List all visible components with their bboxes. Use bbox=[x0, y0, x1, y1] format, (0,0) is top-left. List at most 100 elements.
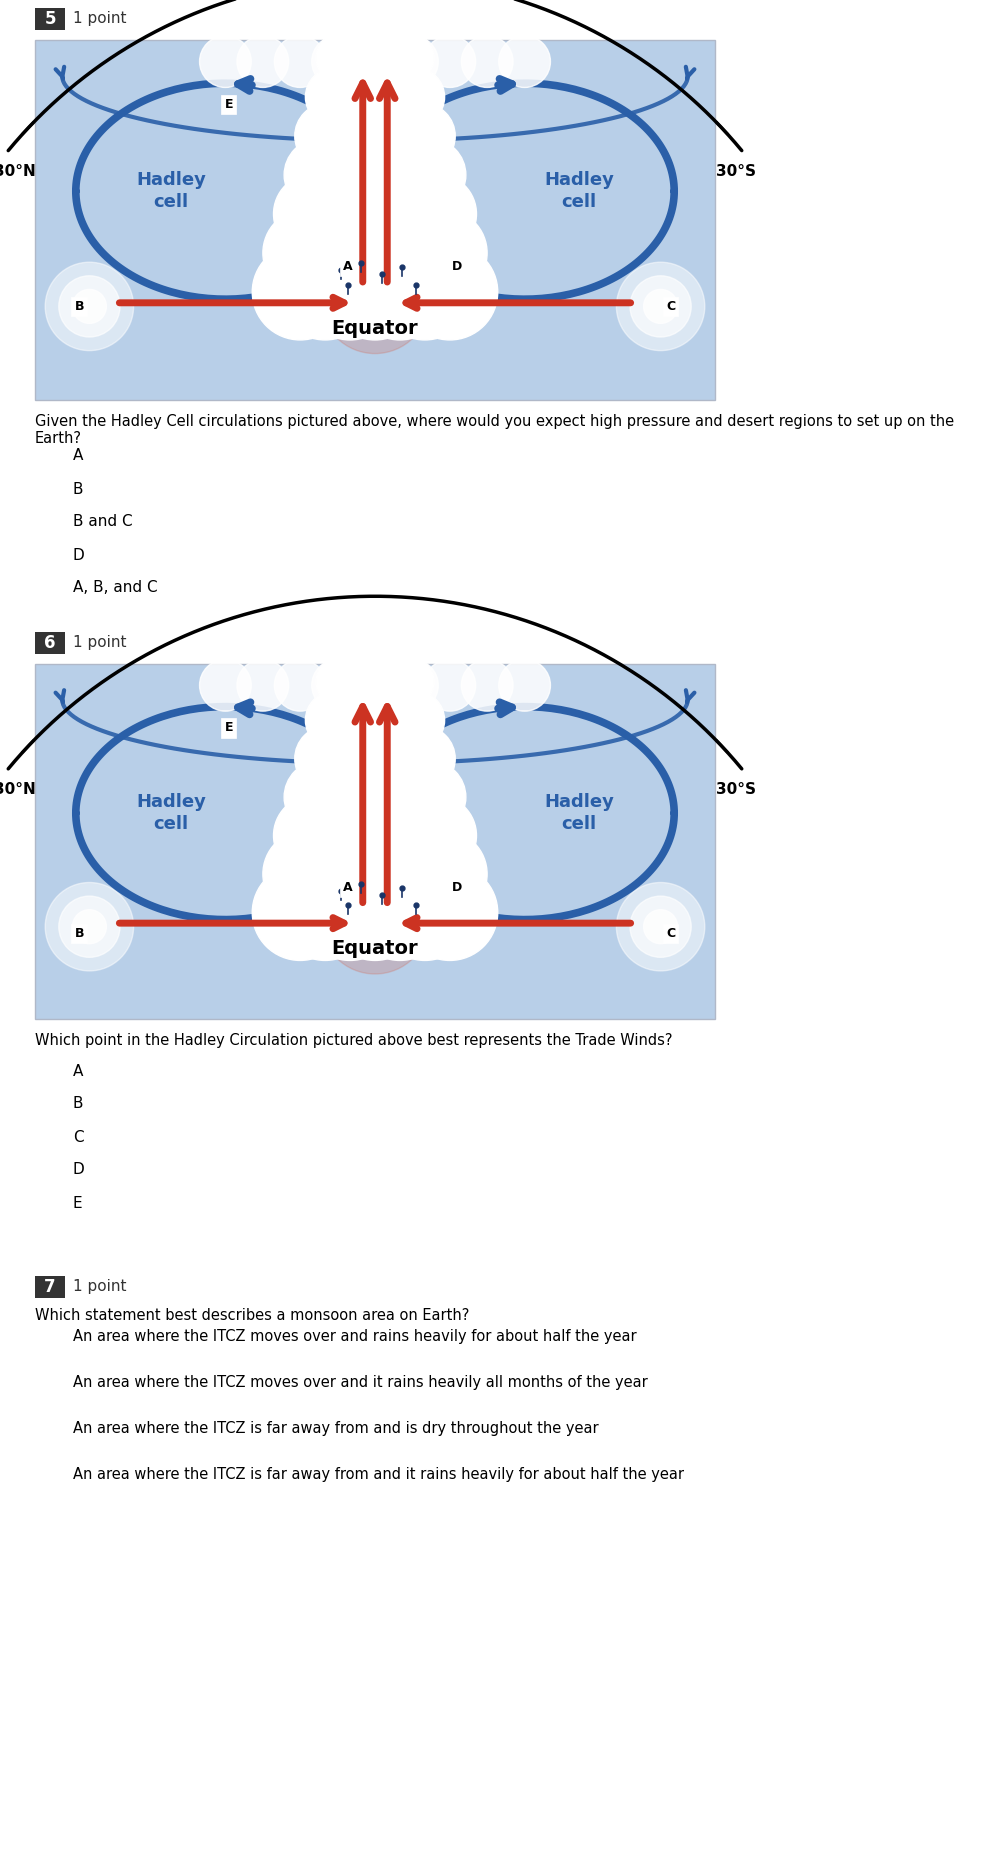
Circle shape bbox=[275, 660, 326, 711]
Circle shape bbox=[303, 245, 398, 340]
Text: B: B bbox=[73, 481, 83, 497]
Text: 7: 7 bbox=[45, 1277, 56, 1296]
Circle shape bbox=[199, 660, 251, 711]
Circle shape bbox=[320, 761, 394, 834]
Circle shape bbox=[46, 580, 61, 595]
Circle shape bbox=[396, 174, 476, 254]
Text: 5: 5 bbox=[45, 9, 56, 28]
Circle shape bbox=[346, 692, 404, 750]
Circle shape bbox=[46, 262, 134, 350]
Circle shape bbox=[295, 726, 360, 791]
Bar bbox=[35, 632, 65, 654]
Circle shape bbox=[316, 656, 367, 707]
Text: Which point in the Hadley Circulation pictured above best represents the Trade W: Which point in the Hadley Circulation pi… bbox=[35, 1032, 673, 1047]
Circle shape bbox=[334, 174, 416, 254]
Text: C: C bbox=[667, 299, 676, 312]
Circle shape bbox=[305, 795, 385, 875]
Text: D: D bbox=[73, 548, 84, 563]
Circle shape bbox=[290, 209, 378, 297]
Text: 1 point: 1 point bbox=[73, 636, 127, 651]
Text: B: B bbox=[74, 928, 84, 941]
Circle shape bbox=[327, 864, 423, 961]
Circle shape bbox=[390, 726, 455, 791]
Text: E: E bbox=[73, 1195, 82, 1210]
Circle shape bbox=[284, 138, 357, 211]
Circle shape bbox=[277, 864, 373, 961]
Text: 1 point: 1 point bbox=[73, 1279, 127, 1294]
Circle shape bbox=[349, 36, 401, 88]
Circle shape bbox=[252, 245, 348, 340]
Text: An area where the ITCZ moves over and rains heavily for about half the year: An area where the ITCZ moves over and ra… bbox=[73, 1328, 637, 1343]
Circle shape bbox=[46, 449, 61, 464]
Text: Equator: Equator bbox=[331, 939, 419, 957]
Circle shape bbox=[46, 1195, 61, 1210]
Text: D: D bbox=[451, 881, 461, 894]
Circle shape bbox=[402, 245, 498, 340]
Text: 1 point: 1 point bbox=[73, 11, 127, 26]
Circle shape bbox=[306, 67, 363, 125]
Circle shape bbox=[46, 883, 134, 971]
Circle shape bbox=[372, 830, 460, 918]
Circle shape bbox=[350, 32, 401, 84]
Circle shape bbox=[317, 209, 406, 297]
Circle shape bbox=[356, 138, 430, 211]
Text: 30°S: 30°S bbox=[715, 165, 756, 180]
Text: Hadley
cell: Hadley cell bbox=[544, 170, 614, 211]
Text: A: A bbox=[73, 1064, 83, 1079]
Circle shape bbox=[237, 36, 289, 88]
Circle shape bbox=[311, 36, 363, 88]
Circle shape bbox=[377, 245, 473, 340]
Circle shape bbox=[630, 896, 691, 957]
Circle shape bbox=[372, 209, 460, 297]
Circle shape bbox=[263, 209, 351, 297]
Circle shape bbox=[352, 864, 447, 961]
Text: A: A bbox=[343, 881, 352, 894]
Circle shape bbox=[59, 275, 120, 337]
Text: B and C: B and C bbox=[73, 514, 133, 529]
Text: C: C bbox=[73, 1129, 83, 1144]
Circle shape bbox=[616, 262, 704, 350]
Circle shape bbox=[46, 1374, 61, 1389]
Text: Given the Hadley Cell circulations pictured above, where would you expect high p: Given the Hadley Cell circulations pictu… bbox=[35, 413, 954, 447]
Circle shape bbox=[630, 275, 691, 337]
Circle shape bbox=[383, 32, 434, 84]
Circle shape bbox=[390, 103, 455, 168]
Circle shape bbox=[46, 514, 61, 529]
Circle shape bbox=[387, 36, 438, 88]
Text: 30°N: 30°N bbox=[0, 165, 36, 180]
Circle shape bbox=[274, 174, 354, 254]
Circle shape bbox=[46, 481, 61, 497]
Circle shape bbox=[344, 830, 433, 918]
Circle shape bbox=[306, 692, 363, 750]
Circle shape bbox=[644, 290, 678, 324]
Circle shape bbox=[354, 279, 396, 320]
Text: B: B bbox=[73, 1096, 83, 1111]
Text: 6: 6 bbox=[45, 634, 56, 653]
Circle shape bbox=[644, 909, 678, 944]
Circle shape bbox=[46, 1466, 61, 1481]
Circle shape bbox=[46, 1129, 61, 1144]
Text: D: D bbox=[73, 1163, 84, 1178]
Circle shape bbox=[317, 830, 406, 918]
Text: 30°S: 30°S bbox=[715, 782, 756, 797]
Text: A: A bbox=[73, 449, 83, 464]
Circle shape bbox=[396, 795, 476, 875]
Circle shape bbox=[320, 245, 430, 353]
Circle shape bbox=[387, 660, 438, 711]
Circle shape bbox=[344, 209, 433, 297]
Text: A, B, and C: A, B, and C bbox=[73, 580, 158, 595]
Circle shape bbox=[342, 726, 408, 791]
Circle shape bbox=[402, 864, 498, 961]
Circle shape bbox=[356, 761, 430, 834]
Circle shape bbox=[399, 830, 487, 918]
Text: An area where the ITCZ is far away from and it rains heavily for about half the : An area where the ITCZ is far away from … bbox=[73, 1466, 684, 1481]
Text: C: C bbox=[667, 928, 676, 941]
Circle shape bbox=[424, 660, 475, 711]
Circle shape bbox=[320, 138, 394, 211]
Circle shape bbox=[346, 67, 404, 125]
Circle shape bbox=[46, 1064, 61, 1079]
Circle shape bbox=[46, 548, 61, 563]
Circle shape bbox=[311, 660, 363, 711]
Circle shape bbox=[499, 36, 551, 88]
Circle shape bbox=[275, 36, 326, 88]
